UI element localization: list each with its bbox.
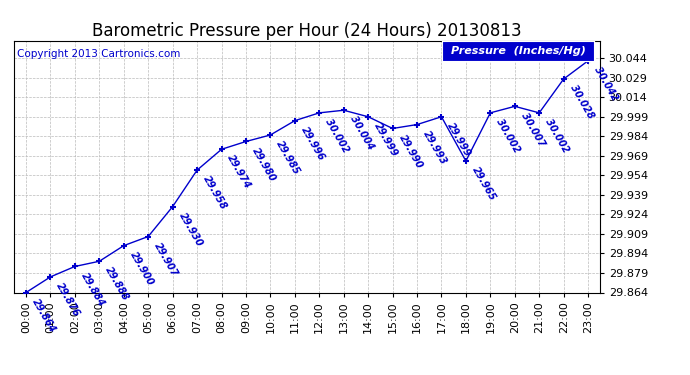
Text: 29.965: 29.965 [470,165,497,202]
Text: 30.028: 30.028 [568,83,595,121]
Title: Barometric Pressure per Hour (24 Hours) 20130813: Barometric Pressure per Hour (24 Hours) … [92,22,522,40]
Text: 30.007: 30.007 [519,111,546,148]
Text: 30.004: 30.004 [348,114,375,152]
Text: 29.999: 29.999 [373,121,400,158]
Text: 29.930: 29.930 [177,211,204,248]
Text: 29.958: 29.958 [201,174,228,212]
Text: 29.900: 29.900 [128,250,155,287]
Text: Copyright 2013 Cartronics.com: Copyright 2013 Cartronics.com [17,49,180,59]
Text: 29.990: 29.990 [397,133,424,170]
Text: 29.993: 29.993 [421,129,448,166]
Text: 29.876: 29.876 [55,281,82,318]
Text: 30.002: 30.002 [543,117,571,154]
Text: 30.042: 30.042 [592,65,620,102]
Text: 30.002: 30.002 [495,117,522,154]
Text: 29.980: 29.980 [250,146,277,183]
Text: 29.888: 29.888 [104,266,131,303]
Text: 29.985: 29.985 [275,139,302,177]
Text: 29.999: 29.999 [446,121,473,158]
Text: 29.974: 29.974 [226,153,253,191]
Text: 29.884: 29.884 [79,271,106,308]
Text: 29.996: 29.996 [299,125,326,162]
Text: 30.002: 30.002 [324,117,351,154]
Text: 29.864: 29.864 [30,297,57,334]
Text: 29.907: 29.907 [152,241,180,278]
